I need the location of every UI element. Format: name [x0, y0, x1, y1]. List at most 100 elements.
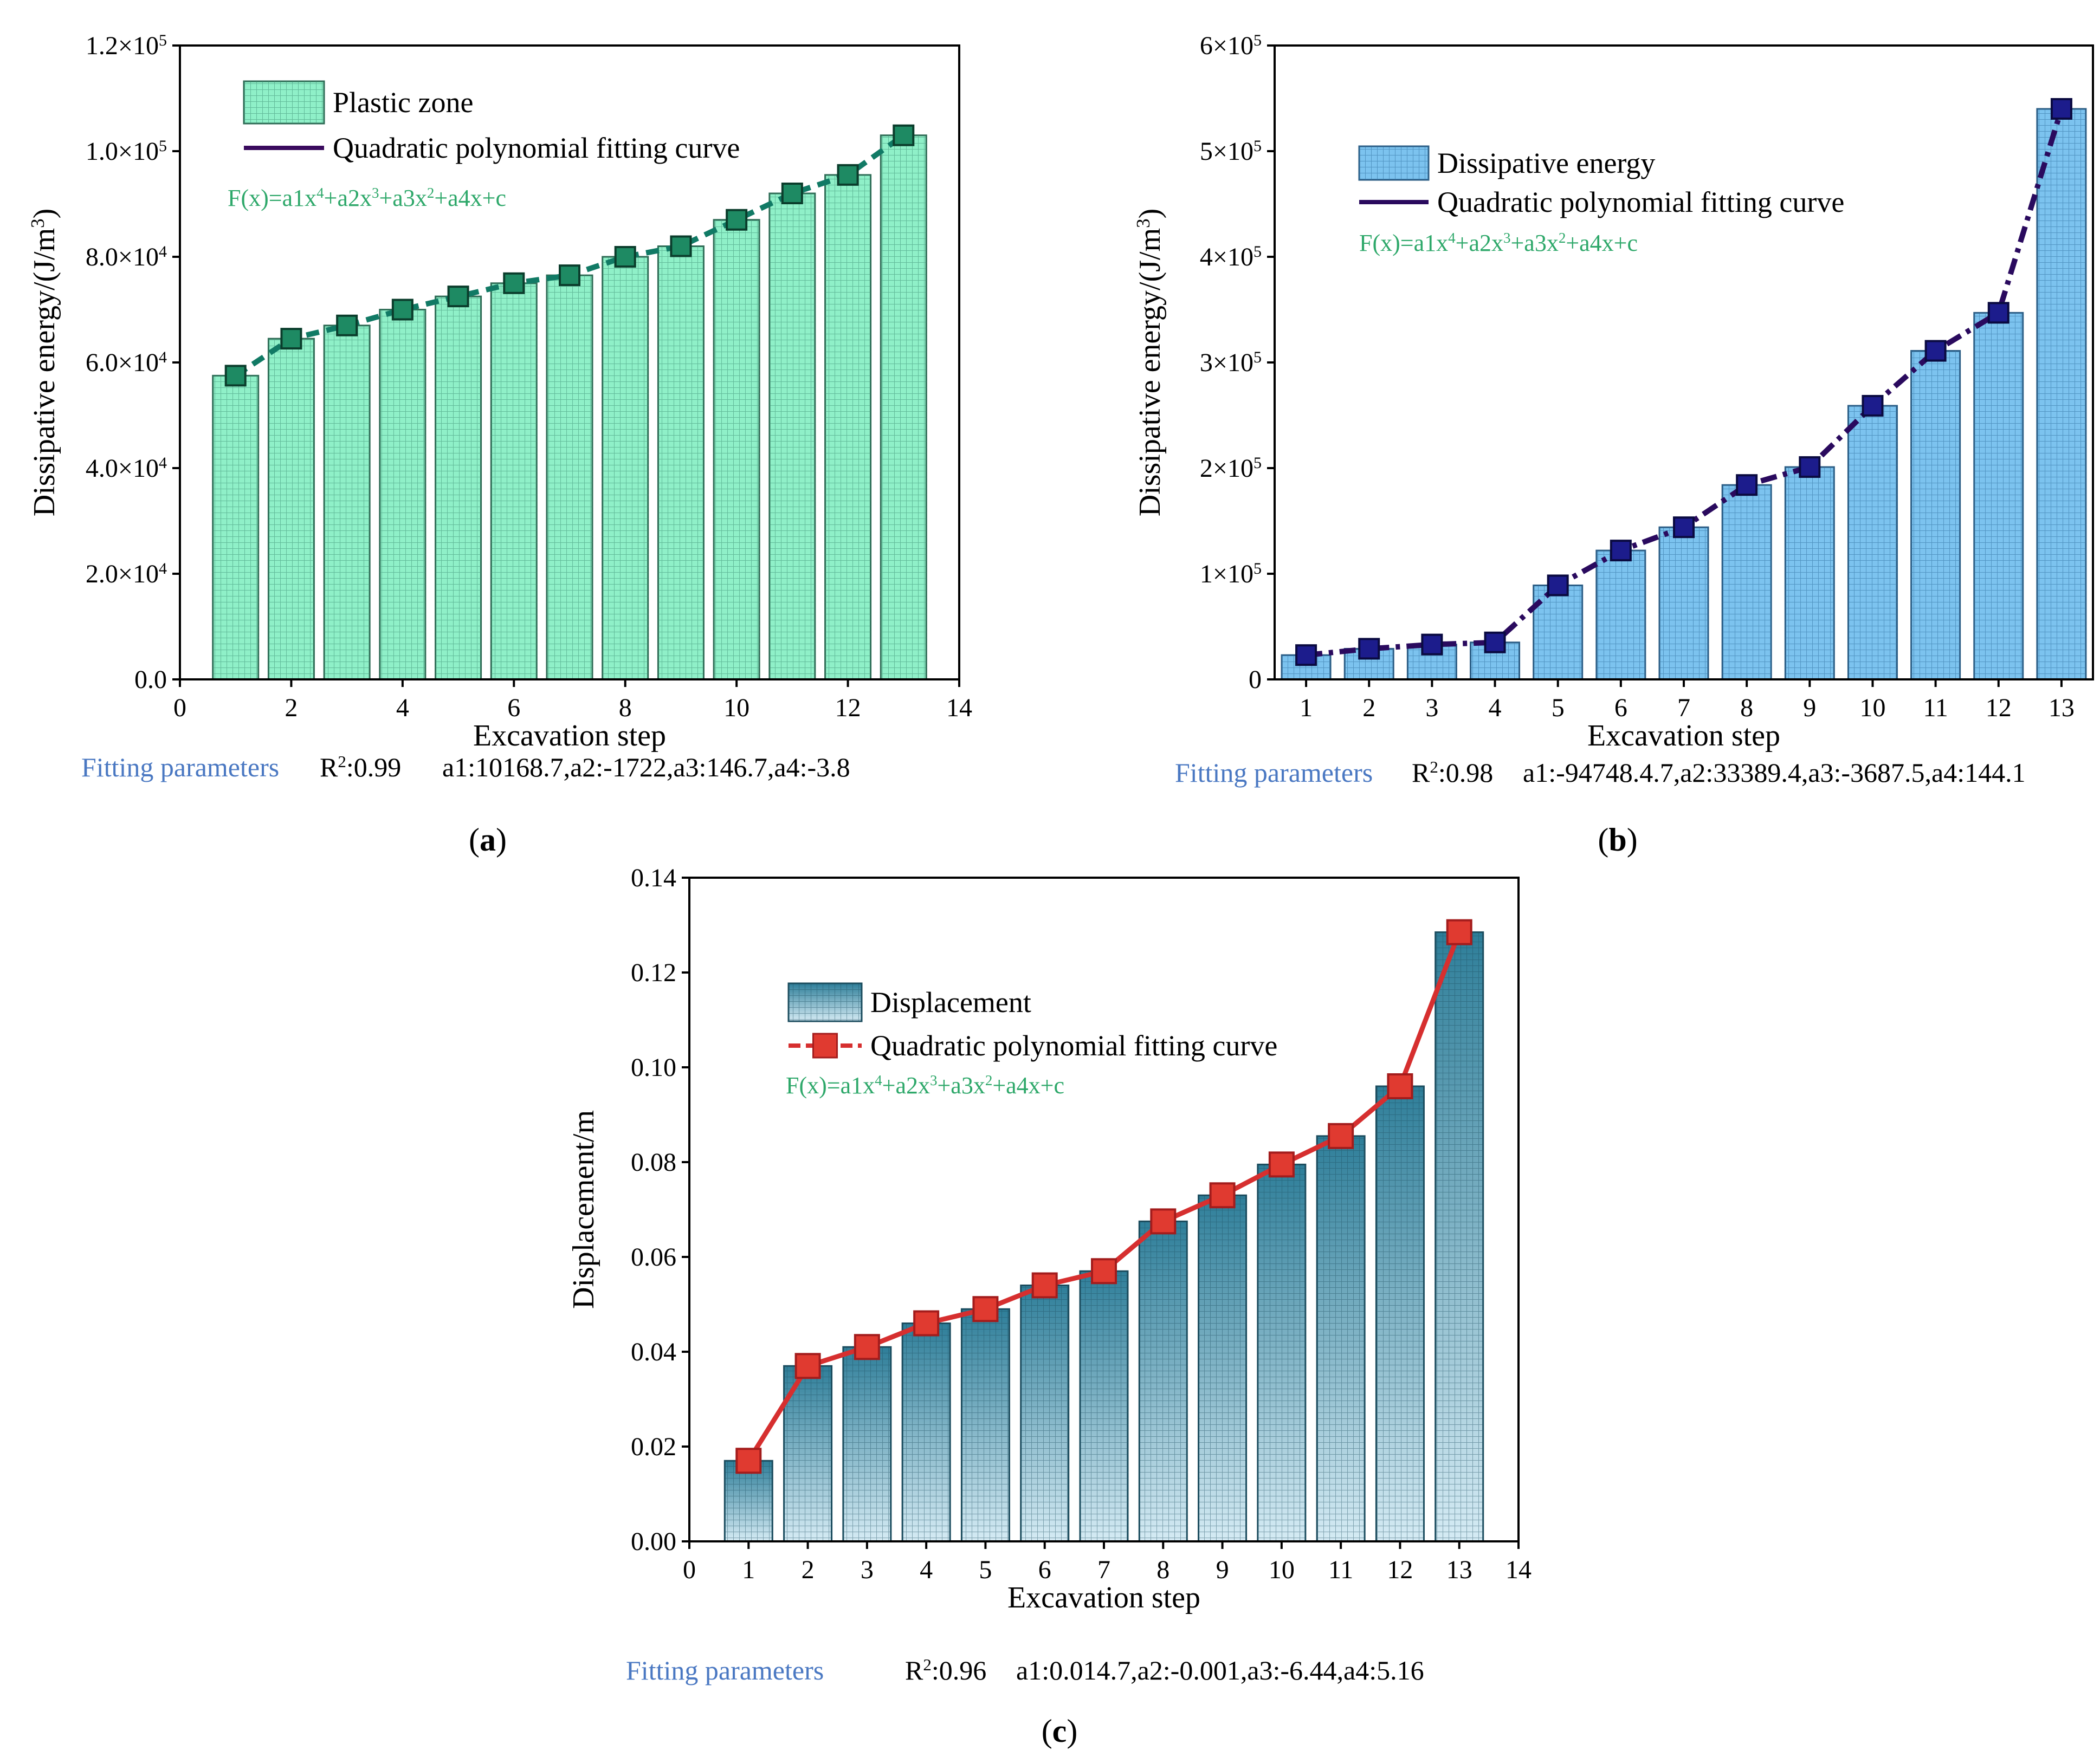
bar-hatch — [714, 219, 760, 679]
data-point — [1209, 1182, 1236, 1209]
panel-caption: (a) — [469, 822, 507, 858]
bar-hatch — [491, 283, 537, 679]
y-tick-label: 0.04 — [631, 1338, 676, 1366]
legend-marker — [812, 1033, 838, 1059]
bar-hatch — [324, 325, 370, 679]
y-tick-label: 3×105 — [1200, 348, 1262, 378]
bar-hatch — [961, 1309, 1010, 1541]
y-tick-label: 0.12 — [631, 958, 676, 987]
data-point — [1446, 919, 1472, 945]
x-axis-label: Excavation step — [1007, 1581, 1200, 1615]
bar-hatch — [1080, 1271, 1128, 1541]
fitting-parameters-label: Fitting parameters — [81, 752, 279, 782]
bar-hatch — [268, 339, 314, 679]
data-point — [1421, 633, 1443, 656]
bar-hatch — [1911, 351, 1960, 679]
bar-hatch — [1020, 1285, 1069, 1541]
data-point — [1031, 1272, 1058, 1299]
x-tick-label: 4 — [396, 693, 409, 722]
fitting-parameters-label: Fitting parameters — [1175, 757, 1373, 788]
data-point — [1091, 1258, 1117, 1285]
x-tick-label: 11 — [1328, 1555, 1353, 1584]
y-tick-label: 4.0×104 — [86, 454, 167, 483]
x-tick-label: 14 — [946, 693, 972, 722]
x-tick-label: 6 — [507, 693, 520, 722]
x-tick-label: 4 — [1489, 693, 1502, 722]
chart-panel-c: 0 1 2 3 4 5 6 7 8 9 10 11 12 13 140.000.020.040.060.08… — [567, 864, 1532, 1749]
data-point — [1358, 638, 1380, 660]
y-tick-label: 6×105 — [1200, 31, 1262, 61]
x-tick-label: 10 — [1269, 1555, 1295, 1584]
bar-hatch — [1139, 1221, 1187, 1541]
bar-hatch — [1257, 1164, 1306, 1541]
bar-hatch — [825, 174, 871, 679]
y-tick-label: 0.14 — [631, 864, 676, 892]
data-point — [503, 272, 525, 294]
data-point — [1484, 631, 1506, 653]
y-tick-label: 4×105 — [1200, 243, 1262, 272]
y-tick-label: 0.0 — [134, 665, 167, 694]
x-tick-label: 10 — [1859, 693, 1885, 722]
x-tick-label: 9 — [1216, 1555, 1229, 1584]
y-tick-label: 8.0×104 — [86, 243, 167, 272]
bar-hatch — [658, 246, 704, 679]
data-point — [893, 124, 915, 146]
x-tick-label: 6 — [1614, 693, 1627, 722]
y-tick-label: 1.2×105 — [86, 31, 167, 61]
bar-hatch — [881, 135, 927, 679]
x-tick-label: 6 — [1038, 1555, 1051, 1584]
x-tick-label: 10 — [723, 693, 749, 722]
x-tick-label: 8 — [1740, 693, 1753, 722]
bar-hatch — [379, 309, 425, 679]
data-point — [1268, 1151, 1295, 1178]
x-tick-label: 9 — [1803, 693, 1816, 722]
x-tick-label: 1 — [1300, 693, 1313, 722]
y-tick-label: 0.06 — [631, 1243, 676, 1272]
bar-hatch — [725, 1461, 773, 1541]
data-point — [972, 1296, 999, 1322]
legend-label-fit: Quadratic polynomial fitting curve — [333, 132, 740, 164]
x-tick-label: 5 — [1552, 693, 1565, 722]
data-point — [336, 314, 358, 336]
y-tick-label: 0.10 — [631, 1053, 676, 1082]
data-point — [670, 235, 692, 257]
data-point — [391, 299, 413, 321]
legend-swatch-hatch — [789, 983, 862, 1021]
y-axis-label: Dissipative energy/(J/m3) — [1133, 209, 1167, 517]
panel-caption: (b) — [1598, 822, 1637, 858]
legend-label-fit: Quadratic polynomial fitting curve — [870, 1029, 1277, 1062]
x-tick-label: 5 — [979, 1555, 992, 1584]
y-axis-label: Dissipative energy/(J/m3) — [27, 209, 62, 517]
x-tick-label: 0 — [173, 693, 186, 722]
fit-formula: F(x)=a1x4+a2x3+a3x2+a4x+c — [1359, 230, 1638, 256]
y-tick-label: 0 — [1249, 665, 1262, 694]
panel-caption: (c) — [1042, 1713, 1078, 1749]
fit-params: a1:-94748.4.7,a2:33389.4,a3:-3687.5,a4:1… — [1523, 757, 2026, 788]
data-point — [559, 264, 580, 287]
fit-r2: R2:0.99 — [320, 752, 401, 783]
bar-hatch — [1376, 1086, 1424, 1541]
x-tick-label: 12 — [1986, 693, 2012, 722]
y-tick-label: 0.00 — [631, 1527, 676, 1556]
bar-hatch — [1435, 932, 1483, 1541]
x-tick-label: 3 — [1425, 693, 1438, 722]
y-tick-label: 6.0×104 — [86, 348, 167, 378]
data-point — [1387, 1073, 1413, 1099]
y-tick-label: 0.02 — [631, 1432, 676, 1461]
y-axis-label: Displacement/m — [567, 1110, 600, 1309]
bar-hatch — [769, 193, 815, 679]
bar-hatch — [547, 275, 592, 679]
bar-hatch — [902, 1323, 951, 1541]
data-point — [1295, 644, 1317, 666]
chart-panel-a: 0 2 4 6 8 10 12 14 0.0 2.0×104 4.0×104 6.0×104 8.0×1… — [27, 31, 973, 858]
bar-hatch — [1785, 467, 1834, 679]
x-axis-label: Excavation step — [473, 719, 666, 753]
x-axis-label: Excavation step — [1587, 719, 1780, 753]
data-point — [224, 365, 247, 387]
legend-label-fit: Quadratic polynomial fitting curve — [1437, 186, 1844, 218]
fitting-parameters-label: Fitting parameters — [626, 1655, 824, 1685]
x-tick-label: 7 — [1097, 1555, 1110, 1584]
y-tick-label: 5×105 — [1200, 137, 1262, 166]
legend-label-bars: Displacement — [870, 986, 1031, 1019]
x-tick-label: 2 — [802, 1555, 815, 1584]
